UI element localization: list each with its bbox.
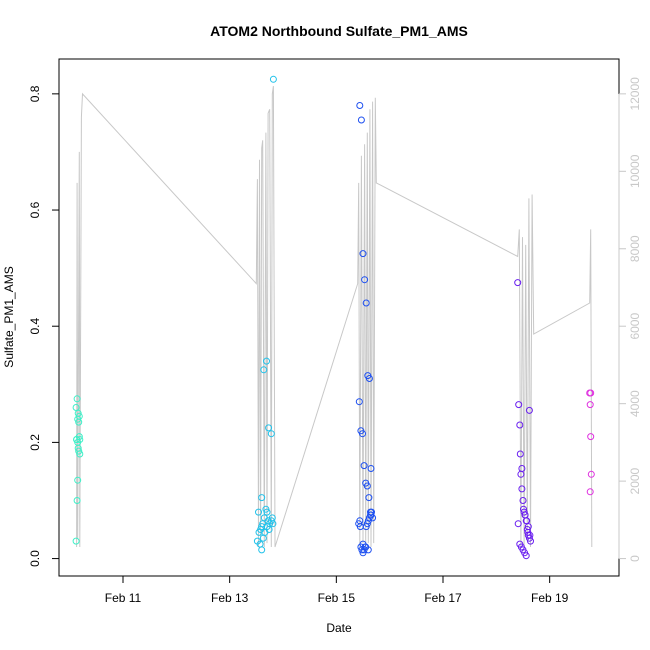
data-point	[269, 520, 277, 528]
data-point	[586, 401, 594, 409]
x-tick-label: Feb 13	[211, 591, 249, 605]
data-point	[514, 279, 522, 287]
data-point	[76, 436, 84, 443]
series-1	[72, 395, 84, 545]
data-point	[367, 511, 375, 519]
data-point	[73, 395, 81, 403]
data-point	[255, 508, 262, 516]
x-axis-label: Date	[326, 621, 352, 635]
y2-tick-label: 4000	[628, 390, 642, 417]
series-2	[253, 75, 277, 554]
data-point	[367, 508, 374, 516]
data-point	[269, 75, 277, 83]
series-5	[586, 389, 595, 496]
data-point	[265, 526, 273, 533]
x-tick-label: Feb 17	[424, 591, 462, 605]
data-point	[258, 546, 266, 554]
data-point	[75, 418, 83, 426]
data-point	[72, 537, 80, 545]
data-point	[522, 552, 530, 560]
data-point	[356, 523, 364, 531]
plot-area-border	[58, 58, 620, 577]
data-point	[520, 508, 528, 516]
x-tick-label: Feb 11	[105, 591, 142, 605]
y-tick-label: 0.4	[28, 318, 42, 335]
y-tick-label: 0.2	[28, 434, 42, 451]
data-point	[519, 497, 527, 504]
data-point	[524, 523, 532, 531]
data-point	[260, 366, 268, 374]
y-tick-label: 0.8	[28, 85, 42, 102]
y2-tick-label: 8000	[628, 235, 642, 262]
data-point	[515, 401, 523, 409]
data-point	[74, 415, 82, 423]
x-tick-label: Feb 15	[318, 591, 356, 605]
data-point	[355, 398, 363, 406]
data-point	[514, 520, 522, 528]
data-point	[259, 534, 267, 542]
y2-tick-label: 12000	[628, 77, 642, 111]
y-tick-label: 0.6	[28, 201, 42, 218]
data-point	[360, 462, 368, 470]
data-point	[357, 116, 365, 124]
chart-title: ATOM2 Northbound Sulfate_PM1_AMS	[210, 23, 468, 39]
data-point	[518, 465, 526, 472]
data-point	[359, 430, 366, 438]
data-point	[586, 488, 594, 496]
data-point	[258, 494, 266, 502]
data-point	[73, 436, 81, 443]
y2-tick-label: 10000	[628, 154, 642, 188]
y2-tick-label: 0	[628, 555, 642, 562]
data-point	[516, 421, 524, 429]
data-point	[265, 424, 273, 432]
data-point	[365, 375, 373, 382]
data-point	[365, 494, 373, 502]
x-tick-label: Feb 19	[531, 591, 569, 605]
y2-tick-label: 2000	[628, 467, 642, 494]
data-point	[518, 485, 526, 493]
data-point	[359, 250, 367, 258]
y-tick-label: 0.0	[28, 550, 42, 567]
data-point	[267, 430, 275, 438]
data-point	[361, 276, 369, 284]
scatter-points-layer	[72, 75, 595, 560]
secondary-line-layer	[76, 86, 593, 548]
data-point	[364, 546, 372, 554]
data-point	[363, 482, 371, 490]
data-point	[587, 470, 595, 478]
data-point	[516, 450, 524, 458]
y-axis-label: Sulfate_PM1_AMS	[2, 266, 16, 367]
axes-layer: Feb 11 Feb 13 Feb 15 Feb 17 Feb 19 0.0 0.2 0.4 0…	[28, 77, 642, 605]
data-point	[525, 406, 533, 414]
data-point	[263, 508, 271, 516]
data-point	[587, 389, 595, 397]
data-point	[587, 433, 595, 441]
data-point	[362, 299, 370, 307]
data-point	[76, 450, 84, 458]
data-point	[526, 531, 534, 539]
series-4	[514, 279, 534, 560]
data-point	[74, 476, 82, 484]
y2-tick-label: 6000	[628, 313, 642, 340]
series-3	[355, 102, 377, 557]
data-point	[263, 357, 270, 365]
data-point	[73, 497, 81, 504]
data-point	[258, 523, 266, 531]
data-point	[356, 102, 364, 109]
data-point	[367, 465, 375, 472]
secondary-line	[76, 86, 593, 548]
